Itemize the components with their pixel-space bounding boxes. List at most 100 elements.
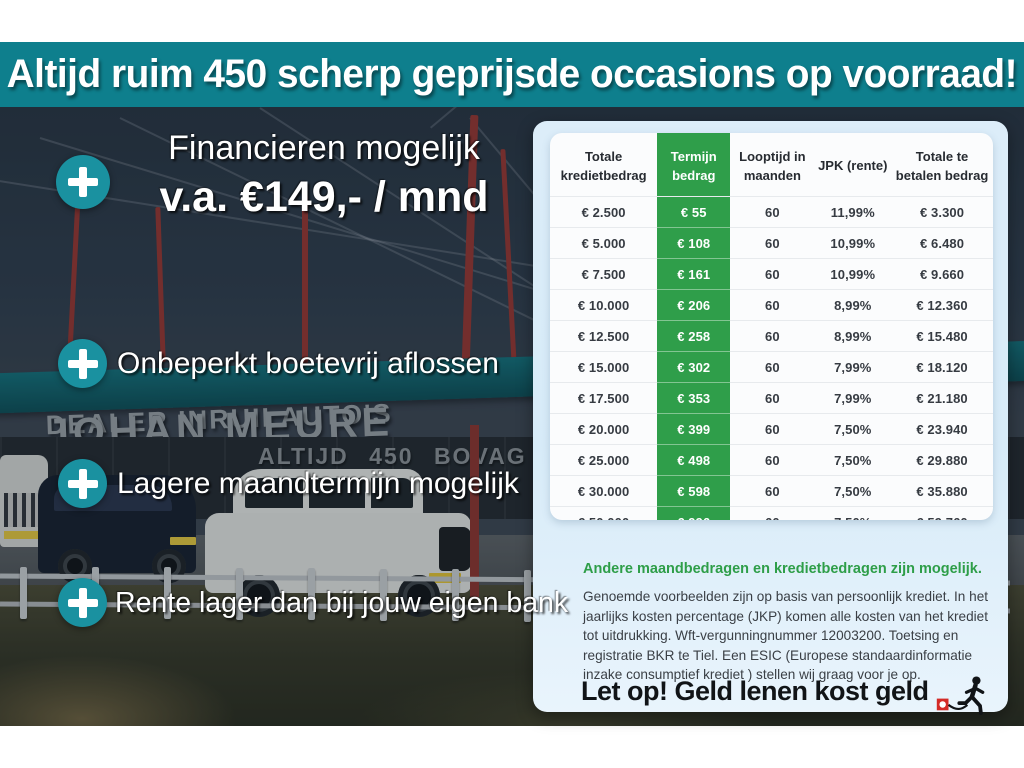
column-header-duration-months: Looptijd in maanden	[739, 148, 806, 184]
jeep-grille	[4, 493, 42, 527]
total-amount-cell: € 6.480	[891, 227, 993, 259]
term-amount-cell: € 399	[657, 413, 731, 445]
usp-finance-price: v.a. €149,- / mnd	[159, 173, 489, 222]
suv-grille	[439, 527, 471, 571]
duration-months-cell: 60	[730, 475, 815, 507]
plus-icon	[58, 578, 107, 627]
headline-text: Altijd ruim 450 scherp geprijsde occasio…	[6, 52, 1018, 96]
financing-card: Totale kredietbedrag Termijn bedrag Loopti…	[533, 121, 1008, 715]
term-amount-cell: € 258	[657, 320, 731, 352]
table-row: € 50.000€ 996607,50%€ 59.760	[550, 506, 993, 520]
total-amount-cell: € 59.760	[891, 506, 993, 520]
duration-months-cell: 60	[730, 258, 815, 290]
interest-rate-cell: 10,99%	[814, 227, 892, 259]
column-header-term-amount: Termijn bedrag	[670, 148, 717, 184]
term-amount-cell: € 161	[657, 258, 731, 290]
interest-rate-cell: 8,99%	[814, 320, 892, 352]
interest-rate-cell: 7,50%	[814, 506, 892, 520]
duration-months-cell: 60	[730, 289, 815, 321]
term-amount-cell: € 108	[657, 227, 731, 259]
total-amount-cell: € 9.660	[891, 258, 993, 290]
term-amount-cell: € 302	[657, 351, 731, 383]
fence-post	[20, 567, 27, 619]
total-amount-cell: € 23.940	[891, 413, 993, 445]
credit-amount-cell: € 20.000	[550, 413, 658, 445]
total-amount-cell: € 15.480	[891, 320, 993, 352]
credit-amount-cell: € 25.000	[550, 444, 658, 476]
credit-warning-text: Let op! Geld lenen kost geld	[581, 675, 929, 706]
duration-months-cell: 60	[730, 382, 815, 414]
credit-amount-cell: € 17.500	[550, 382, 658, 414]
duration-months-cell: 60	[730, 196, 815, 228]
footnote-highlight: Andere maandbedragen en kredietbedragen …	[583, 561, 982, 577]
plus-icon	[56, 155, 110, 209]
credit-amount-cell: € 5.000	[550, 227, 658, 259]
table-header-row: Totale kredietbedrag Termijn bedrag Loopti…	[550, 133, 993, 197]
license-plate	[4, 531, 40, 539]
table-body: € 2.500 € 55 60 11,99% € 3.300 € 5.000 € 108 60…	[550, 196, 993, 520]
duration-months-cell: 60	[730, 413, 815, 445]
fence-post	[380, 569, 387, 621]
plus-icon	[58, 339, 107, 388]
interest-rate-cell: 7,50%	[814, 444, 892, 476]
fence-post	[452, 569, 459, 621]
table-row: € 2.500 € 55 60 11,99% € 3.300	[550, 196, 993, 228]
usp-finance-title: Financieren mogelijk	[168, 129, 480, 167]
total-amount-cell: € 21.180	[891, 382, 993, 414]
total-amount-cell: € 35.880	[891, 475, 993, 507]
usp-finance: Financieren mogelijk v.a. €149,- / mnd	[118, 126, 530, 226]
fence-post	[164, 567, 171, 619]
table-row: € 10.000 € 206 60 8,99% € 12.360	[550, 289, 993, 321]
interest-rate-cell: 7,99%	[814, 382, 892, 414]
interest-rate-cell: 7,50%	[814, 475, 892, 507]
credit-amount-cell: € 50.000	[550, 506, 658, 520]
footnote-body: Genoemde voorbeelden zijn op basis van p…	[583, 589, 989, 683]
column-header-interest-rate: JPK (rente)	[818, 158, 888, 174]
duration-months-cell: 60	[730, 351, 815, 383]
fence-post	[236, 568, 243, 620]
table-row: € 30.000 € 598 60 7,50% € 35.880	[550, 475, 993, 507]
usp-item: Onbeperkt boetevrij aflossen	[117, 347, 499, 380]
interest-rate-cell: 7,50%	[814, 413, 892, 445]
column-header-total-amount: Totale te betalen bedrag	[895, 148, 989, 184]
credit-warning: Let op! Geld lenen kost geld	[581, 669, 1001, 715]
interest-rate-cell: 7,99%	[814, 351, 892, 383]
term-amount-cell: € 55	[657, 196, 731, 228]
wheel	[238, 575, 280, 617]
term-amount-cell: € 498	[657, 444, 731, 476]
geld-lenen-kost-geld-icon	[936, 676, 984, 715]
total-amount-cell: € 3.300	[891, 196, 993, 228]
interest-rate-cell: 11,99%	[814, 196, 892, 228]
table-row: € 15.000 € 302 60 7,99% € 18.120	[550, 351, 993, 383]
total-amount-cell: € 29.880	[891, 444, 993, 476]
license-plate	[170, 537, 196, 545]
plus-icon	[58, 459, 107, 508]
table-row: € 7.500 € 161 60 10,99% € 9.660	[550, 258, 993, 290]
term-amount-cell: € 206	[657, 289, 731, 321]
total-amount-cell: € 12.360	[891, 289, 993, 321]
fence-post	[524, 570, 531, 622]
term-amount-cell: € 996	[657, 506, 731, 520]
table-row: € 17.500 € 353 60 7,99% € 21.180	[550, 382, 993, 414]
red-mast	[302, 195, 308, 363]
total-amount-cell: € 18.120	[891, 351, 993, 383]
fence-post	[308, 568, 315, 620]
red-pole	[470, 425, 479, 597]
table-row: € 20.000 € 399 60 7,50% € 23.940	[550, 413, 993, 445]
table-row: € 25.000 € 498 60 7,50% € 29.880	[550, 444, 993, 476]
usp-item: Rente lager dan bij jouw eigen bank	[115, 587, 569, 619]
credit-amount-cell: € 15.000	[550, 351, 658, 383]
wheel	[398, 575, 440, 617]
column-header-credit-amount: Totale kredietbedrag	[560, 148, 647, 184]
financing-table: Totale kredietbedrag Termijn bedrag Loopti…	[550, 133, 993, 520]
table-row: € 12.500 € 258 60 8,99% € 15.480	[550, 320, 993, 352]
credit-amount-cell: € 2.500	[550, 196, 658, 228]
credit-amount-cell: € 12.500	[550, 320, 658, 352]
usp-item: Lagere maandtermijn mogelijk	[117, 467, 519, 500]
credit-amount-cell: € 10.000	[550, 289, 658, 321]
headline-banner: Altijd ruim 450 scherp geprijsde occasio…	[0, 42, 1024, 107]
interest-rate-cell: 10,99%	[814, 258, 892, 290]
duration-months-cell: 60	[730, 227, 815, 259]
interest-rate-cell: 8,99%	[814, 289, 892, 321]
